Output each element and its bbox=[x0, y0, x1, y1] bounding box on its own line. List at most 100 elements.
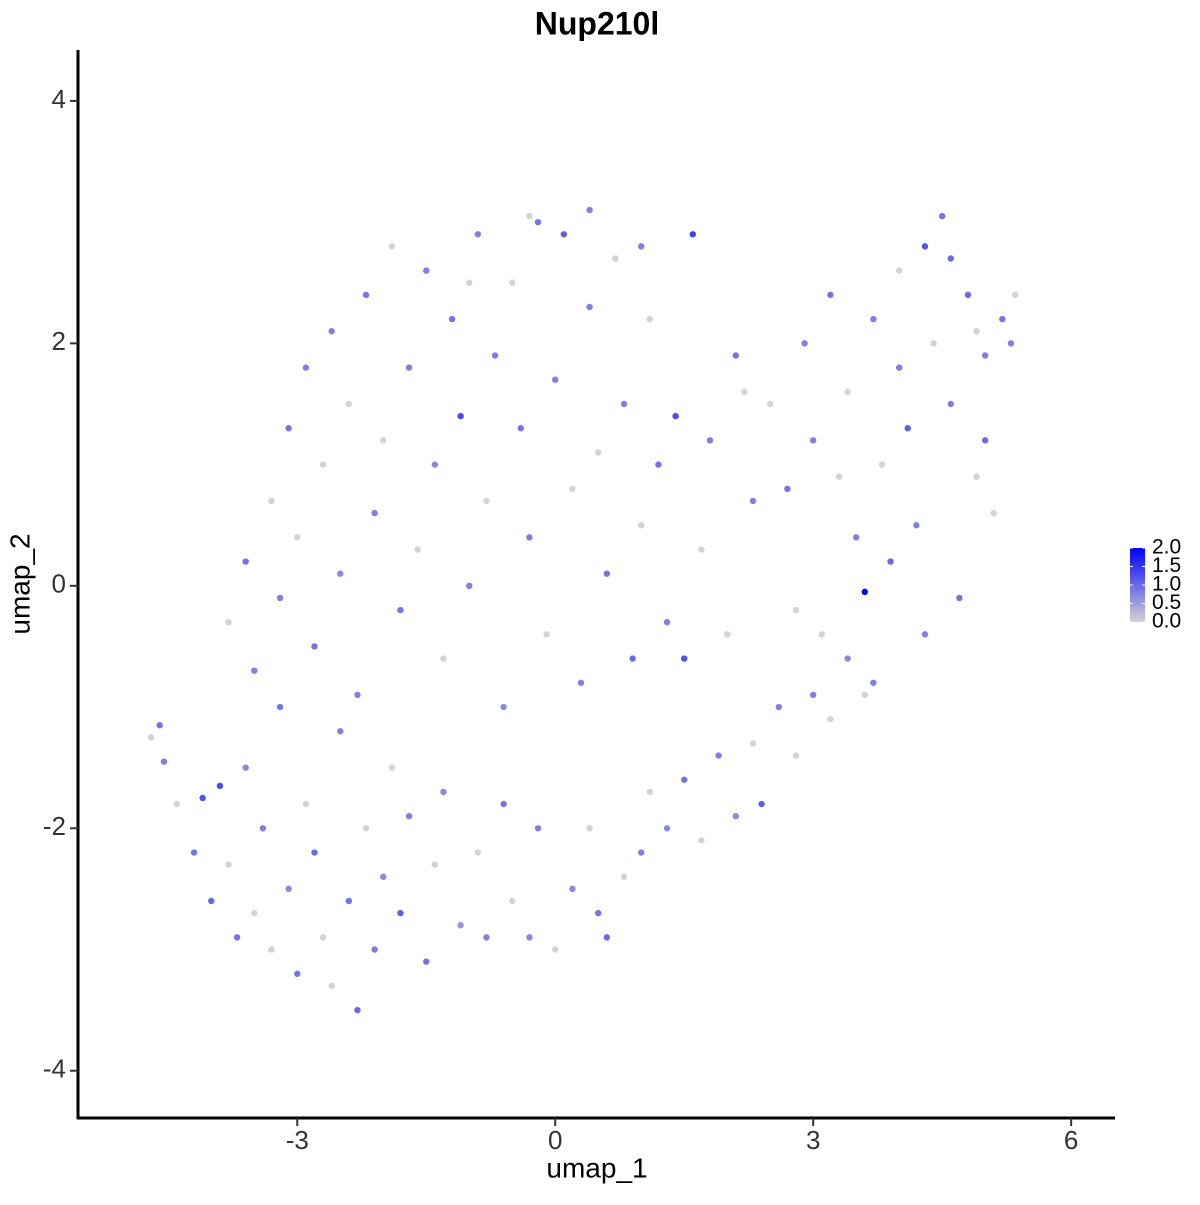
point bbox=[766, 400, 774, 408]
point bbox=[147, 734, 155, 741]
point bbox=[423, 267, 430, 274]
colorbar-label: 2.0 bbox=[1152, 536, 1181, 559]
point bbox=[474, 849, 482, 856]
point bbox=[586, 206, 593, 214]
point bbox=[663, 618, 671, 626]
point bbox=[242, 558, 249, 565]
point bbox=[792, 752, 800, 759]
point bbox=[302, 364, 310, 371]
point bbox=[973, 473, 980, 480]
y-axis-label: umap_2 bbox=[4, 533, 35, 634]
point bbox=[173, 800, 181, 808]
point bbox=[706, 437, 714, 444]
point bbox=[362, 825, 370, 832]
point bbox=[319, 461, 327, 468]
point bbox=[646, 315, 654, 323]
point bbox=[758, 800, 765, 808]
point bbox=[732, 812, 739, 820]
point bbox=[844, 388, 851, 396]
colorbar-label: 1.0 bbox=[1152, 573, 1181, 596]
point bbox=[999, 315, 1006, 323]
point bbox=[844, 655, 851, 662]
point bbox=[216, 782, 224, 790]
point bbox=[517, 425, 525, 432]
point bbox=[474, 231, 482, 238]
point bbox=[328, 328, 335, 335]
point bbox=[242, 764, 249, 771]
y-tick-label: 0 bbox=[52, 569, 66, 599]
point bbox=[981, 437, 989, 444]
point bbox=[276, 594, 284, 602]
point bbox=[620, 400, 628, 408]
point bbox=[870, 315, 877, 323]
point bbox=[199, 794, 206, 802]
point bbox=[276, 703, 284, 711]
point bbox=[491, 352, 499, 359]
point bbox=[586, 303, 593, 311]
point bbox=[715, 752, 722, 759]
point bbox=[371, 946, 378, 953]
point bbox=[294, 534, 301, 541]
colorbar-label: 1.5 bbox=[1152, 554, 1181, 577]
point bbox=[354, 691, 361, 699]
point bbox=[302, 800, 310, 808]
point bbox=[1012, 291, 1019, 299]
point bbox=[431, 461, 439, 468]
point bbox=[483, 934, 490, 941]
x-tick-label: -3 bbox=[286, 1125, 309, 1155]
point bbox=[595, 909, 602, 917]
point bbox=[835, 473, 843, 480]
point bbox=[311, 849, 318, 856]
point bbox=[792, 606, 800, 614]
point bbox=[388, 243, 396, 250]
point bbox=[552, 376, 559, 383]
point bbox=[251, 909, 258, 917]
point bbox=[483, 497, 490, 505]
point bbox=[569, 885, 576, 893]
point bbox=[328, 982, 335, 990]
point bbox=[878, 461, 886, 468]
point bbox=[380, 437, 387, 444]
point bbox=[663, 825, 671, 832]
point bbox=[233, 934, 241, 941]
point bbox=[603, 570, 611, 577]
point bbox=[921, 631, 929, 638]
point bbox=[973, 328, 980, 335]
point bbox=[818, 631, 825, 638]
point bbox=[294, 970, 301, 977]
y-tick-label: -4 bbox=[43, 1054, 66, 1084]
point bbox=[337, 570, 344, 577]
point bbox=[956, 594, 963, 602]
point bbox=[603, 934, 611, 941]
point bbox=[397, 606, 404, 614]
point bbox=[947, 255, 954, 262]
point bbox=[870, 679, 877, 686]
point bbox=[509, 279, 516, 286]
point bbox=[586, 825, 593, 832]
point bbox=[852, 534, 860, 541]
point bbox=[827, 291, 834, 299]
point bbox=[895, 267, 903, 274]
point bbox=[595, 449, 602, 456]
point bbox=[534, 825, 542, 832]
point bbox=[285, 885, 292, 893]
point bbox=[981, 352, 989, 359]
point bbox=[354, 1006, 361, 1014]
point bbox=[749, 740, 757, 747]
point bbox=[681, 776, 688, 783]
x-tick-label: 3 bbox=[806, 1125, 820, 1155]
point bbox=[930, 340, 937, 347]
point bbox=[457, 412, 464, 420]
y-tick-label: 2 bbox=[52, 326, 66, 356]
point bbox=[156, 722, 163, 729]
point bbox=[405, 364, 413, 371]
point bbox=[655, 461, 662, 468]
point bbox=[259, 825, 267, 832]
point bbox=[809, 691, 817, 699]
point bbox=[809, 437, 817, 444]
point bbox=[268, 497, 275, 505]
point bbox=[268, 946, 275, 953]
point bbox=[160, 758, 168, 765]
point bbox=[681, 655, 688, 662]
